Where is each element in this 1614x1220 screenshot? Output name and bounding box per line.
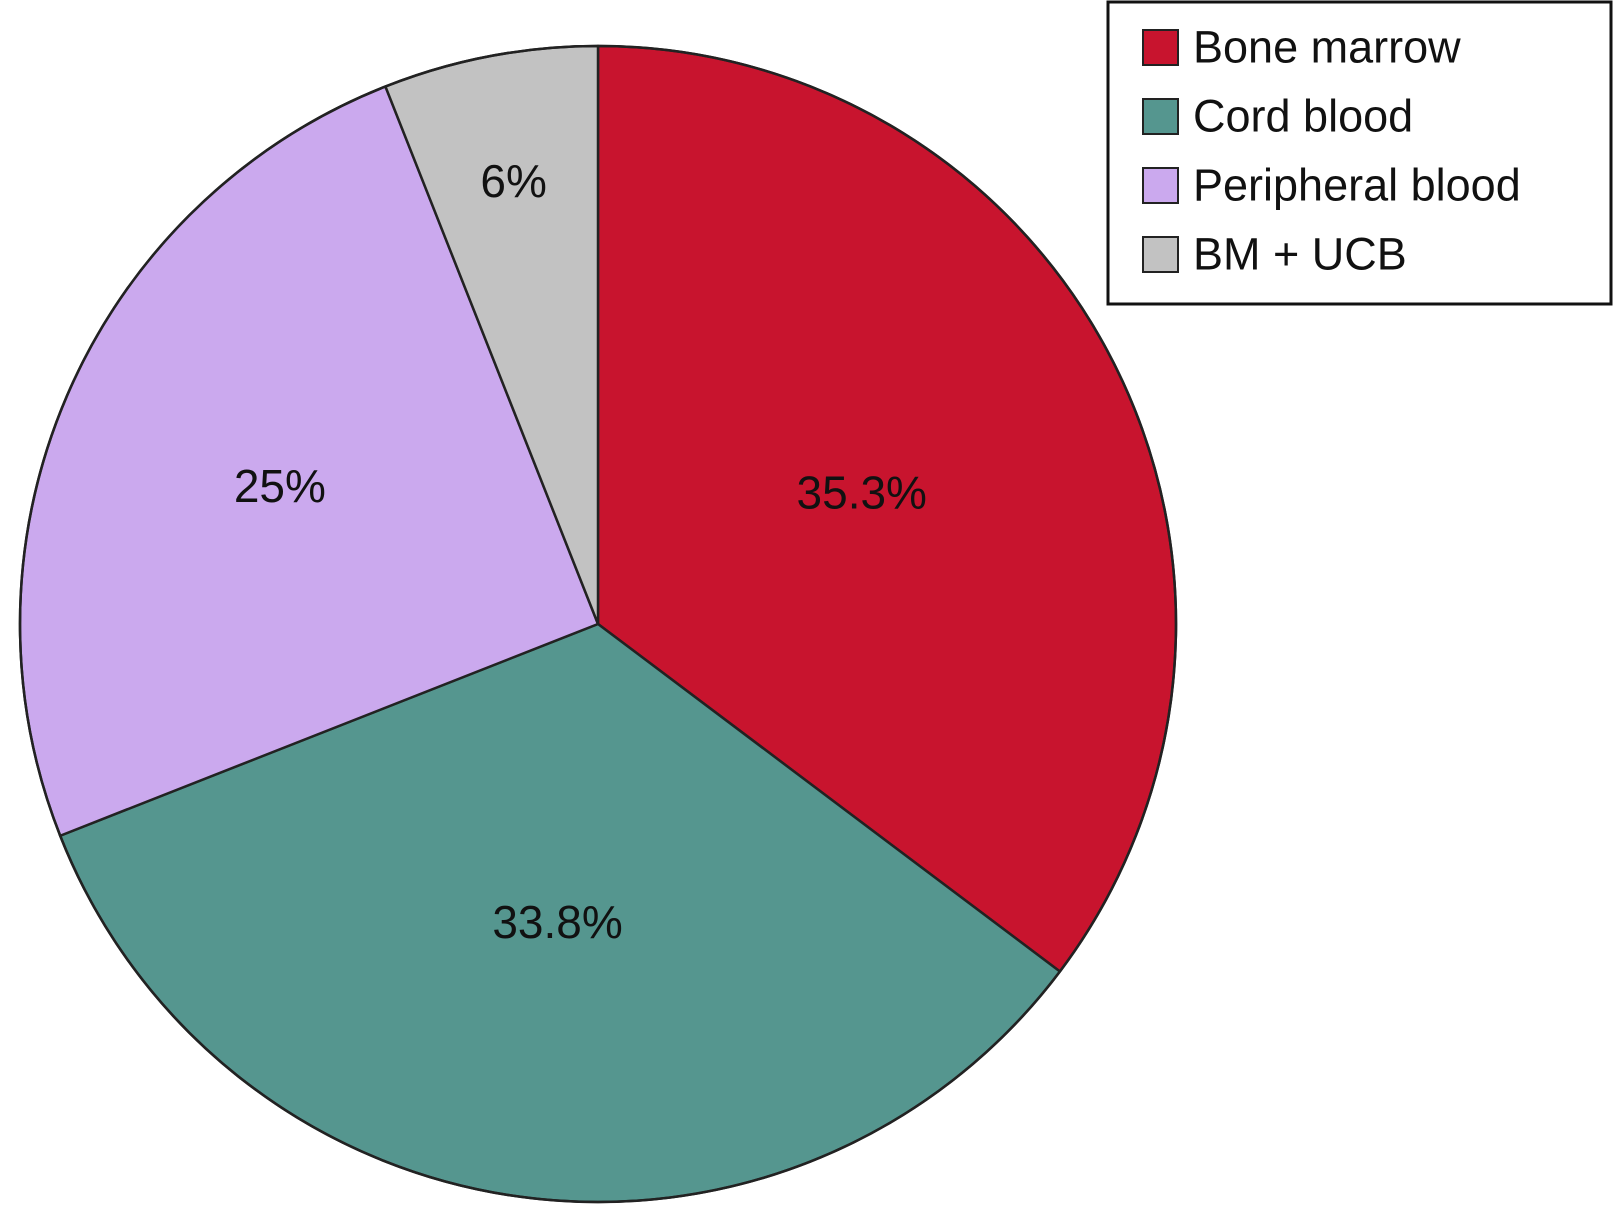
slice-labels: 35.3% 33.8% 25% 6% [234, 155, 927, 948]
legend-box [1106, 0, 1613, 306]
legend-swatch-bone-marrow [1142, 29, 1179, 66]
pie-outline [18, 44, 1178, 1204]
slice-label-bone-marrow: 35.3% [797, 466, 927, 518]
slice-label-bm-ucb: 6% [480, 155, 546, 207]
slice-label-cord-blood: 33.8% [492, 896, 622, 948]
legend-swatch-peripheral-blood [1142, 167, 1179, 204]
legend-label-bm-ucb: BM + UCB [1193, 229, 1407, 280]
legend-label-bone-marrow: Bone marrow [1193, 22, 1461, 73]
legend-label-cord-blood: Cord blood [1193, 91, 1413, 142]
legend-swatch-cord-blood [1142, 98, 1179, 135]
legend: Bone marrow Cord blood Peripheral blood BM … [1106, 0, 1613, 306]
legend-swatch-bm-ucb [1142, 236, 1179, 273]
pie-slices [18, 44, 1178, 1204]
legend-label-peripheral-blood: Peripheral blood [1193, 160, 1521, 211]
slice-label-peripheral-blood: 25% [234, 460, 326, 512]
